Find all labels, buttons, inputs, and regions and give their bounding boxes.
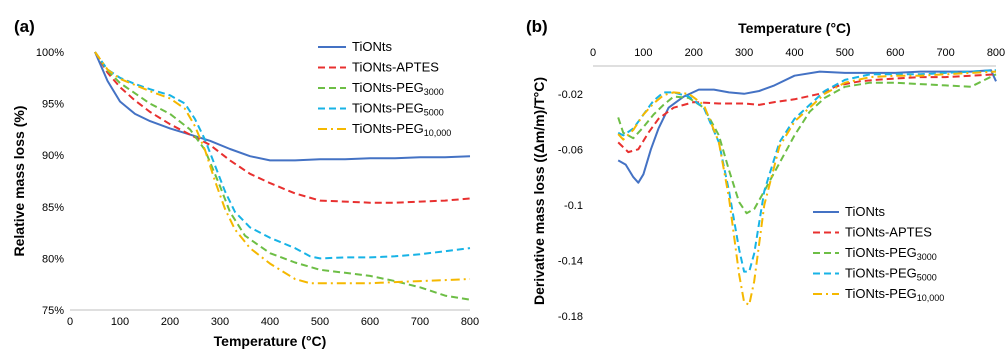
chart-panel-b: (b) 0 100 200 300 400 500 600 700 800 -0.02 -0.06 -0… [526,17,1005,323]
legend: TiONts TiONts-APTES TiONts-PEG3000 TiONts-P… [813,204,944,303]
series-line-5 [617,70,997,306]
y-tick-label: -0.18 [558,311,583,323]
x-tick-label: 800 [461,316,479,328]
legend-label: TiONts-PEG3000 [352,80,444,97]
x-tick-label: 700 [936,47,954,59]
panel-label: (b) [526,17,548,36]
series-line-3 [617,73,997,215]
y-tick-label: -0.14 [558,255,583,267]
y-tick-label: 85% [42,202,64,214]
series-line-3 [94,51,471,301]
x-axis-title: Temperature (°C) [214,333,327,349]
legend-label: TiONts [845,204,885,219]
legend-label: TiONts-APTES [845,225,932,240]
y-tick-label: 75% [42,305,64,317]
series-line-2 [617,73,997,154]
x-tick-label: 0 [67,316,73,328]
x-tick-label: 500 [311,316,329,328]
legend-label: TiONts-APTES [352,60,439,75]
legend: TiONts TiONts-APTES TiONts-PEG3000 TiONts-P… [318,39,451,138]
y-tick-label: 100% [36,47,64,59]
legend-label: TiONts-PEG5000 [845,266,937,283]
x-tick-label: 100 [111,316,129,328]
x-tick-label: 600 [361,316,379,328]
series-line-2 [94,51,471,204]
series-line-1 [617,69,997,184]
series-line-5 [94,51,471,285]
y-axis-title: Derivative mass loss ((Δm/m)/T°C) [531,77,547,305]
x-tick-label: 700 [411,316,429,328]
chart-panel-a: (a) 0 100 200 300 400 500 600 700 800 75% 80% 85% 90%… [11,17,479,349]
y-tick-label: 90% [42,150,64,162]
x-tick-label: 300 [211,316,229,328]
legend-label: TiONts [352,39,392,54]
x-tick-label: 100 [634,47,652,59]
y-tick-label: 95% [42,99,64,111]
y-axis-title: Relative mass loss (%) [11,106,27,257]
y-tick-label: -0.1 [564,200,583,212]
x-axis-title: Temperature (°C) [738,20,851,36]
x-tick-label: 200 [161,316,179,328]
x-tick-label: 600 [886,47,904,59]
y-tick-label: -0.02 [558,89,583,101]
x-tick-label: 800 [987,47,1005,59]
x-tick-label: 0 [590,47,596,59]
legend-label: TiONts-PEG3000 [845,245,937,262]
legend-label: TiONts-PEG5000 [352,101,444,118]
x-tick-label: 400 [785,47,803,59]
legend-label: TiONts-PEG10,000 [845,286,944,303]
x-tick-label: 300 [735,47,753,59]
series-line-4 [94,51,471,260]
y-tick-label: 80% [42,253,64,265]
x-tick-label: 200 [685,47,703,59]
y-tick-label: -0.06 [558,144,583,156]
legend-label: TiONts-PEG10,000 [352,121,451,138]
x-tick-label: 400 [261,316,279,328]
x-tick-label: 500 [836,47,854,59]
series-line-1 [94,51,471,162]
panel-label: (a) [14,17,35,36]
series-line-4 [617,69,997,273]
